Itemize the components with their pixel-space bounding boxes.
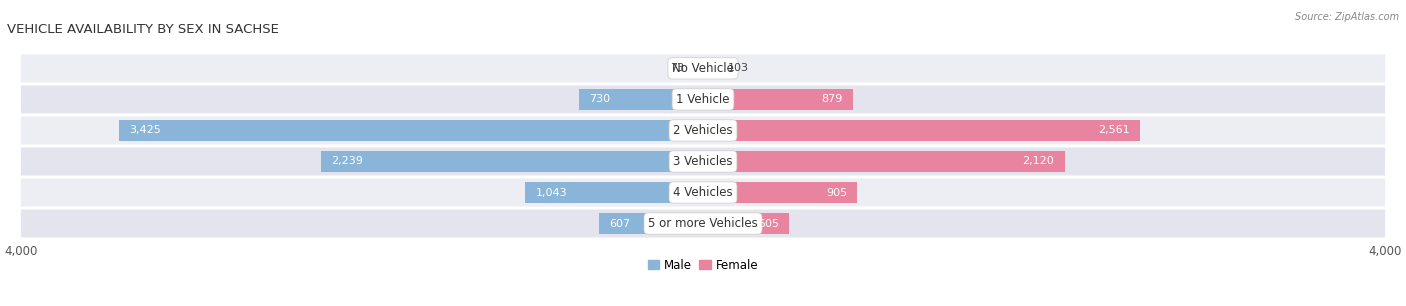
Text: 2,239: 2,239 bbox=[332, 156, 363, 166]
Text: No Vehicle: No Vehicle bbox=[672, 62, 734, 75]
Text: 730: 730 bbox=[589, 95, 610, 104]
Text: 4 Vehicles: 4 Vehicles bbox=[673, 186, 733, 199]
Text: 905: 905 bbox=[825, 188, 846, 197]
Text: 73: 73 bbox=[669, 63, 683, 73]
Bar bbox=[703, 89, 853, 110]
FancyBboxPatch shape bbox=[21, 54, 1385, 82]
Bar bbox=[703, 120, 1140, 141]
Bar bbox=[120, 120, 703, 141]
Bar bbox=[703, 58, 720, 79]
Text: VEHICLE AVAILABILITY BY SEX IN SACHSE: VEHICLE AVAILABILITY BY SEX IN SACHSE bbox=[7, 23, 278, 36]
Text: 103: 103 bbox=[727, 63, 748, 73]
Text: 505: 505 bbox=[758, 218, 779, 229]
FancyBboxPatch shape bbox=[21, 178, 1385, 207]
Text: 5 or more Vehicles: 5 or more Vehicles bbox=[648, 217, 758, 230]
Bar bbox=[703, 151, 1064, 172]
FancyBboxPatch shape bbox=[21, 85, 1385, 114]
Bar bbox=[599, 213, 703, 234]
Text: 3 Vehicles: 3 Vehicles bbox=[673, 155, 733, 168]
Legend: Male, Female: Male, Female bbox=[643, 254, 763, 276]
FancyBboxPatch shape bbox=[21, 210, 1385, 237]
Text: 2,561: 2,561 bbox=[1098, 125, 1129, 136]
FancyBboxPatch shape bbox=[21, 117, 1385, 144]
Bar bbox=[690, 58, 703, 79]
Text: 2,120: 2,120 bbox=[1022, 156, 1054, 166]
Text: 2 Vehicles: 2 Vehicles bbox=[673, 124, 733, 137]
Bar bbox=[321, 151, 703, 172]
FancyBboxPatch shape bbox=[21, 147, 1385, 175]
Text: 607: 607 bbox=[610, 218, 631, 229]
Bar bbox=[524, 182, 703, 203]
Text: 1,043: 1,043 bbox=[536, 188, 567, 197]
Bar bbox=[703, 213, 789, 234]
Bar bbox=[703, 182, 858, 203]
Text: 1 Vehicle: 1 Vehicle bbox=[676, 93, 730, 106]
Text: 879: 879 bbox=[821, 95, 842, 104]
Text: 3,425: 3,425 bbox=[129, 125, 160, 136]
Bar bbox=[578, 89, 703, 110]
Text: Source: ZipAtlas.com: Source: ZipAtlas.com bbox=[1295, 12, 1399, 22]
